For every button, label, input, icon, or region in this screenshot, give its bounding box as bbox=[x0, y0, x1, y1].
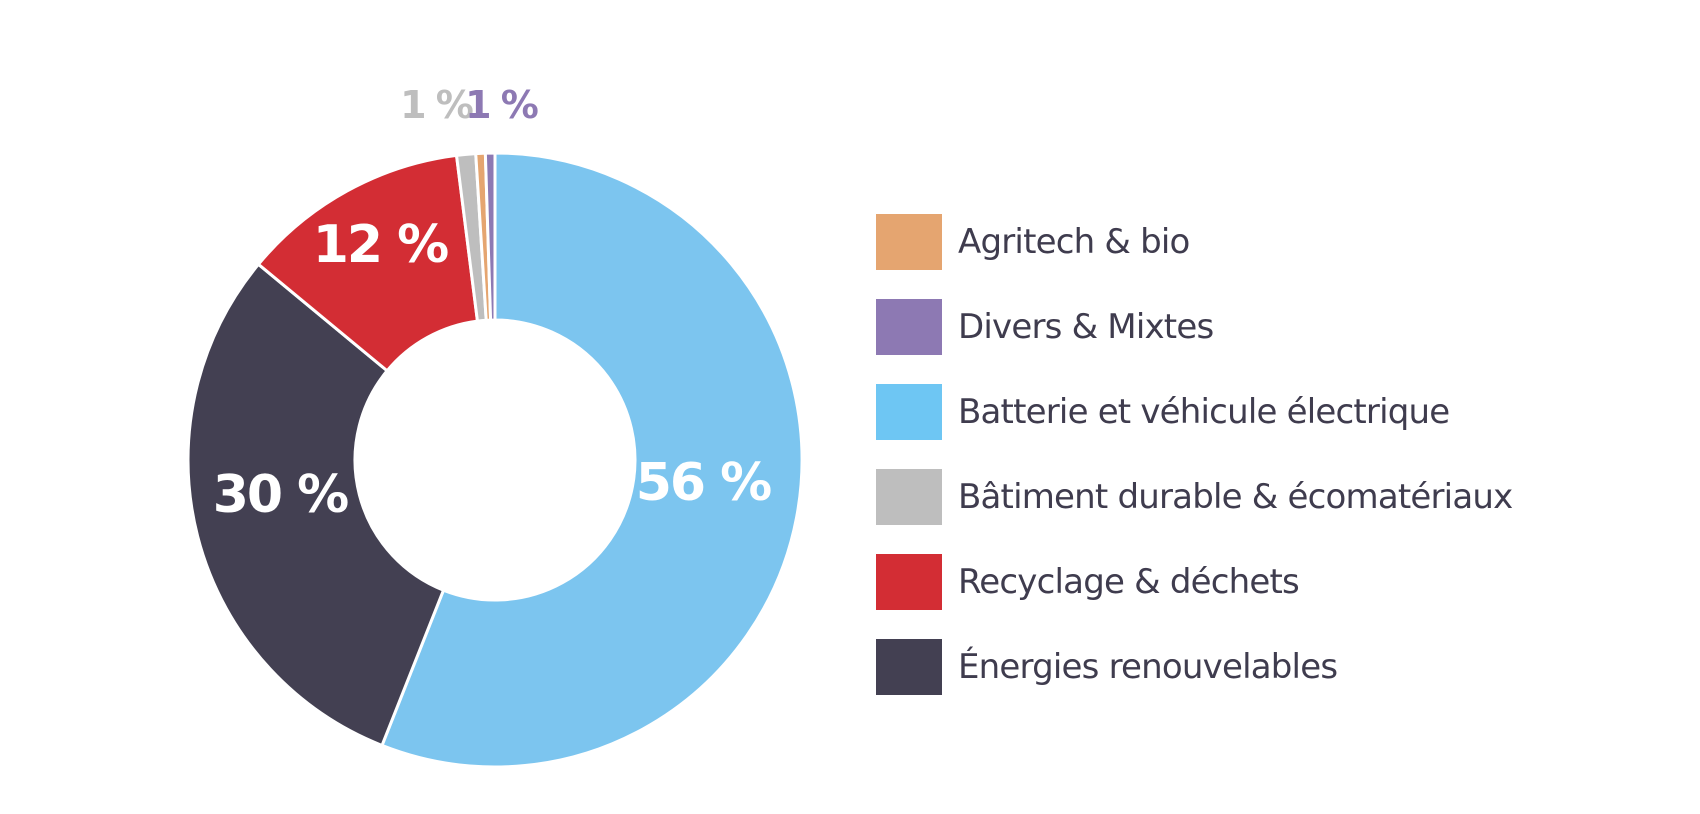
legend-item-3: Batterie et véhicule électrique bbox=[876, 384, 1512, 440]
legend-label: Énergies renouvelables bbox=[958, 647, 1338, 687]
legend-label: Batterie et véhicule électrique bbox=[958, 392, 1450, 432]
legend-item-2: Divers & Mixtes bbox=[876, 299, 1512, 355]
donut-slice-2 bbox=[186, 262, 445, 747]
legend-swatch bbox=[876, 554, 942, 610]
slice-data-label-4: 1 % bbox=[400, 83, 473, 127]
legend-swatch bbox=[876, 299, 942, 355]
legend-swatch bbox=[876, 469, 942, 525]
legend-swatch bbox=[876, 214, 942, 270]
legend-label: Bâtiment durable & écomatériaux bbox=[958, 477, 1513, 517]
donut-slice-6 bbox=[483, 151, 497, 322]
legend-label: Agritech & bio bbox=[958, 222, 1190, 262]
slice-data-label-3: 12 % bbox=[313, 215, 448, 275]
slice-data-label-6: 1 % bbox=[465, 83, 538, 127]
donut-slice-3 bbox=[256, 153, 479, 373]
donut-slice-1 bbox=[380, 151, 804, 769]
slice-data-label-2: 30 % bbox=[213, 465, 348, 525]
slice-data-label-1: 56 % bbox=[636, 453, 771, 513]
legend-label: Recyclage & déchets bbox=[958, 562, 1300, 602]
legend-swatch bbox=[876, 639, 942, 695]
legend-item-6: Énergies renouvelables bbox=[876, 639, 1512, 695]
legend-item-5: Recyclage & déchets bbox=[876, 554, 1512, 610]
chart-legend: Agritech & bio Divers & Mixtes Batterie et… bbox=[876, 214, 1513, 724]
legend-item-1: Agritech & bio bbox=[876, 214, 1512, 270]
legend-item-4: Bâtiment durable & écomatériaux bbox=[876, 469, 1513, 525]
legend-swatch bbox=[876, 384, 942, 440]
legend-label: Divers & Mixtes bbox=[958, 307, 1214, 347]
